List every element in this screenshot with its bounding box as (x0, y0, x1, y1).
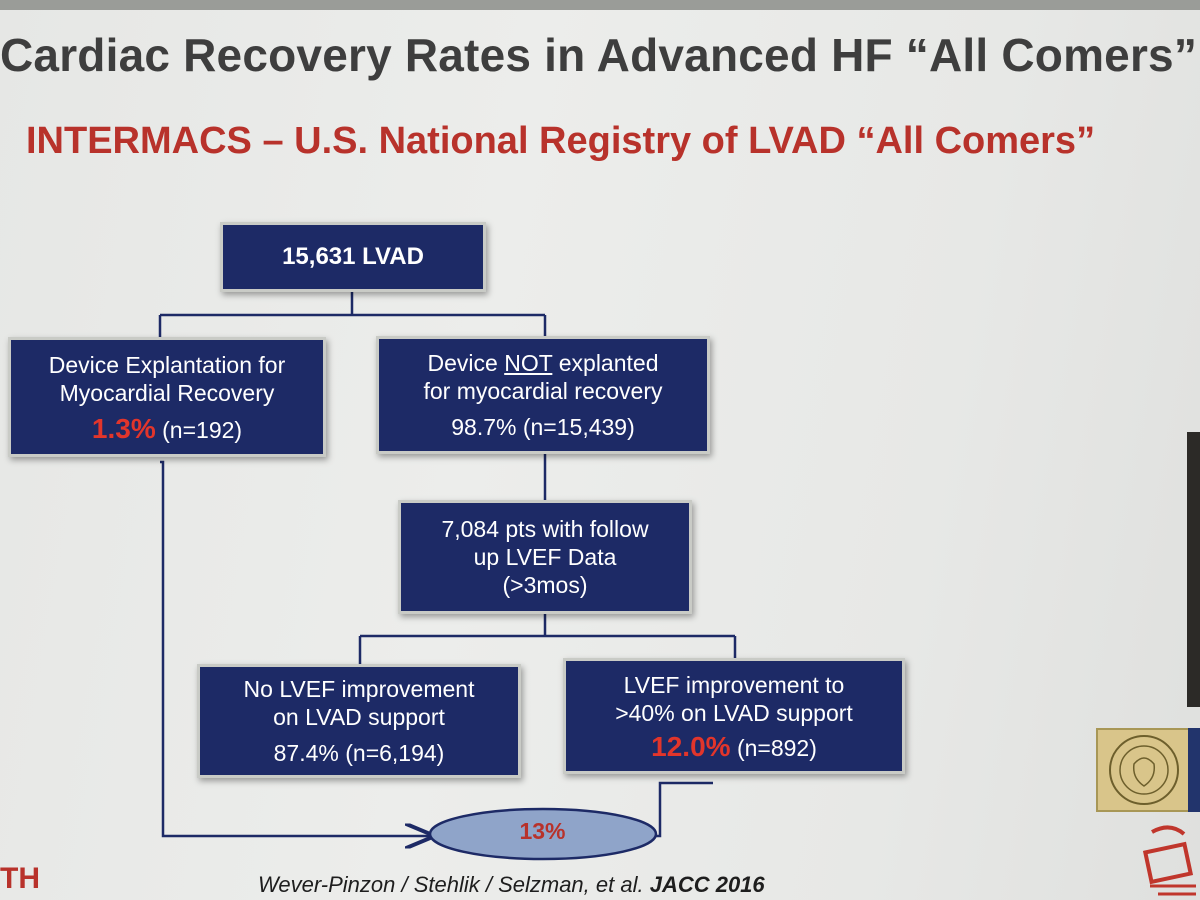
seal-emblem-icon (1109, 735, 1179, 805)
root-connector (158, 290, 547, 340)
not-underlined: NOT (504, 350, 553, 376)
explanted-line2: Myocardial Recovery (59, 379, 275, 406)
not-explanted-stat: 98.7% (n=15,439) (451, 414, 635, 440)
monitor-bezel (0, 0, 1200, 10)
not-explanted-line2: for myocardial recovery (423, 378, 663, 404)
no-improvement-stat: 87.4% (n=6,194) (273, 740, 445, 766)
followup-line2: up LVEF Data (473, 544, 617, 570)
slide-title: Cardiac Recovery Rates in Advanced HF “A… (0, 29, 1198, 81)
improvement-line1: LVEF improvement to (623, 671, 845, 698)
followup-box: 7,084 pts with follow up LVEF Data (>3mo… (398, 500, 692, 614)
combined-recovery-ellipse (428, 807, 658, 861)
explanted-line1: Device Explantation for (48, 351, 286, 378)
improvement-box: LVEF improvement to >40% on LVAD support… (563, 658, 905, 774)
explanted-n: (n=192) (162, 416, 243, 443)
citation-authors: Wever-Pinzon / Stehlik / Selzman, et al. (258, 872, 650, 897)
not-explanted-line1: Device NOT explanted (427, 350, 659, 376)
seal-side-panel (1188, 728, 1200, 812)
improvement-line2: >40% on LVAD support (615, 699, 853, 726)
not-explanted-box: Device NOT explanted for myocardial reco… (376, 336, 710, 454)
explanted-pct: 1.3% (91, 412, 156, 444)
institution-logo-icon (1142, 825, 1196, 896)
no-improvement-line1: No LVEF improvement (243, 676, 475, 702)
explanted-box: Device Explantation for Myocardial Recov… (8, 337, 326, 457)
no-improvement-line2: on LVAD support (273, 704, 445, 730)
no-improvement-box: No LVEF improvement on LVAD support 87.4… (197, 664, 521, 778)
total-lvad-box: 15,631 LVAD (220, 222, 486, 292)
acc-foundation-seal (1096, 728, 1192, 812)
footer-logo-text: TH (0, 862, 40, 895)
followup-line1: 7,084 pts with follow (441, 516, 649, 542)
slide-subtitle: INTERMACS – U.S. National Registry of LV… (26, 120, 1096, 162)
citation: Wever-Pinzon / Stehlik / Selzman, et al.… (258, 872, 765, 898)
total-lvad-label: 15,631 LVAD (282, 243, 424, 270)
followup-line3: (>3mos) (502, 572, 588, 598)
explanted-arrow (160, 460, 430, 836)
side-photo (1187, 432, 1200, 707)
improvement-n: (n=892) (736, 734, 817, 761)
followup-connector (358, 612, 737, 666)
citation-journal: JACC 2016 (649, 872, 765, 897)
improvement-pct: 12.0% (651, 730, 731, 762)
combined-recovery-label: 13% (519, 818, 566, 844)
